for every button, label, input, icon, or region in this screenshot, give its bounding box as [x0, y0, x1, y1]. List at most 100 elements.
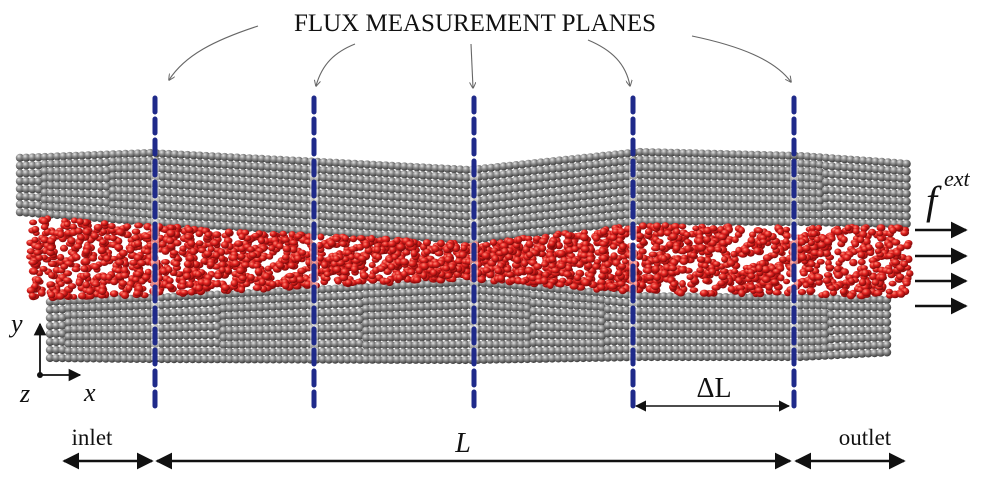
wall-atom	[487, 225, 496, 234]
wall-atom	[399, 333, 408, 342]
wall-atom	[902, 197, 911, 206]
wall-atom	[208, 190, 217, 199]
wall-atom	[96, 150, 105, 159]
wall-atom	[169, 331, 179, 340]
wall-atom	[337, 316, 346, 325]
wall-atom	[183, 181, 192, 190]
wall-atom	[288, 187, 297, 196]
wall-atom	[845, 350, 854, 359]
wall-atom	[219, 333, 228, 342]
wall-atom	[665, 337, 675, 346]
wall-atom	[319, 165, 328, 175]
wall-atom	[208, 175, 217, 184]
wall-atom	[783, 315, 792, 325]
wall-atom	[690, 330, 699, 339]
wall-atom	[611, 212, 620, 221]
wall-atom	[673, 202, 682, 211]
wall-atom	[201, 190, 211, 199]
wall-atom	[685, 149, 694, 158]
wall-atom	[572, 339, 582, 348]
fluid-atom	[420, 262, 430, 271]
wall-atom	[858, 303, 867, 312]
wall-atom	[188, 339, 197, 348]
wall-atom	[461, 293, 470, 302]
wall-atom	[747, 217, 756, 226]
wall-atom	[318, 332, 327, 341]
wall-atom	[269, 340, 278, 349]
wall-atom	[318, 355, 327, 364]
wall-atom	[257, 178, 266, 187]
wall-atom	[647, 314, 656, 324]
wall-atom	[797, 188, 806, 197]
fluid-atom	[294, 255, 302, 263]
wall-atom	[164, 180, 173, 189]
wall-atom	[182, 315, 191, 324]
wall-atom	[183, 173, 192, 183]
wall-atom	[448, 340, 458, 349]
wall-atom	[288, 171, 297, 181]
wall-atom	[474, 172, 483, 181]
fluid-atom	[78, 292, 87, 300]
wall-atom	[673, 148, 682, 157]
wall-atom	[362, 283, 371, 292]
wall-atom	[287, 309, 296, 318]
wall-atom	[28, 209, 37, 218]
wall-atom	[864, 326, 873, 335]
wall-atom	[802, 352, 811, 361]
wall-atom	[634, 330, 644, 339]
wall-atom	[281, 294, 290, 303]
wall-atom	[797, 166, 806, 175]
fluid-atom	[852, 228, 860, 235]
fluid-atom	[782, 232, 792, 239]
wall-atom	[301, 157, 310, 166]
wall-atom	[344, 205, 353, 215]
wall-atom	[561, 202, 570, 211]
wall-atom	[332, 174, 341, 183]
wall-atom	[207, 347, 216, 356]
wall-atom	[164, 157, 173, 166]
wall-atom	[833, 318, 842, 327]
wall-atom	[425, 202, 434, 211]
wall-atom	[673, 194, 682, 203]
wall-atom	[394, 162, 403, 171]
wall-atom	[542, 157, 552, 166]
wall-atom	[363, 191, 372, 200]
wall-atom	[840, 186, 849, 196]
fluid-atom	[67, 283, 77, 290]
wall-atom	[442, 317, 451, 326]
wall-atom	[332, 166, 341, 175]
fluid-atom	[381, 235, 391, 244]
wall-atom	[617, 172, 626, 182]
wall-atom	[510, 355, 520, 364]
wall-atom	[120, 324, 129, 333]
wall-atom	[504, 295, 513, 305]
wall-atom	[487, 210, 496, 219]
wall-atom	[839, 310, 848, 319]
wall-atom	[107, 347, 117, 356]
wall-atom	[567, 162, 576, 171]
wall-atom	[617, 188, 626, 197]
wall-atom	[287, 302, 296, 311]
wall-atom	[555, 218, 564, 227]
wall-atom	[902, 167, 911, 176]
wall-atom	[220, 175, 229, 185]
wall-atom	[417, 302, 427, 312]
wall-atom	[511, 192, 521, 201]
wall-atom	[839, 302, 848, 311]
fluid-atom	[238, 253, 246, 260]
fluid-atom	[39, 265, 48, 272]
wall-atom	[436, 309, 445, 319]
wall-atom	[262, 295, 272, 304]
wall-atom	[703, 330, 712, 339]
wall-atom	[771, 352, 780, 362]
wall-atom	[784, 217, 793, 226]
wall-atom	[549, 203, 558, 212]
fluid-atom	[844, 224, 852, 232]
wall-atom	[412, 170, 421, 179]
wall-atom	[870, 303, 879, 312]
wall-atom	[300, 301, 309, 310]
wall-atom	[139, 156, 149, 165]
wall-atom	[771, 338, 780, 347]
wall-atom	[182, 331, 191, 340]
wall-atom	[598, 190, 607, 199]
